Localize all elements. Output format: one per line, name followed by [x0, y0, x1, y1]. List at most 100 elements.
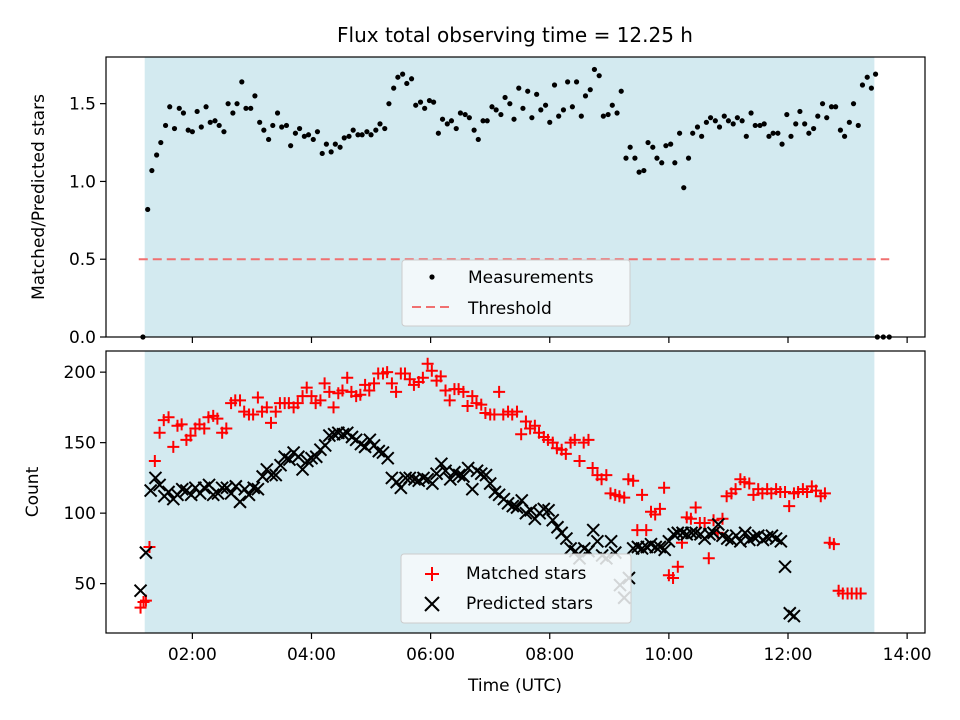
matched-star-point [314, 394, 327, 407]
y-tick-label: 0.0 [69, 328, 96, 348]
ratio-panel: 0.0 0.5 1.0 1.5 Matched/Predicted stars Mea… [29, 56, 926, 348]
measurement-points [140, 66, 892, 340]
matched-star-point [269, 405, 282, 418]
measurement-point [212, 118, 218, 124]
measurement-point [225, 101, 231, 107]
predicted-star-point [247, 481, 261, 495]
measurement-point [841, 133, 848, 139]
measurement-point [609, 102, 615, 108]
predicted-star-point [586, 523, 600, 537]
measurement-point [676, 130, 683, 136]
matched-star-point [461, 399, 474, 412]
predicted-star-point [541, 503, 556, 518]
predicted-star-point [233, 495, 247, 509]
matched-star-point [300, 381, 313, 394]
matched-star-point [528, 419, 541, 432]
measurement-point [864, 74, 870, 80]
matched-star-point [689, 501, 702, 514]
x-tick-label: 04:00 [287, 645, 336, 665]
measurement-point [739, 118, 745, 124]
y-tick-label: 50 [74, 575, 96, 595]
predicted-star-point [506, 499, 520, 513]
measurement-point [766, 133, 772, 139]
matched-star-point [234, 394, 247, 407]
predicted-star-point [774, 534, 788, 549]
predicted-star-point [461, 461, 475, 475]
predicted-star-point [363, 433, 377, 447]
predicted-star-point [381, 451, 395, 465]
matched-star-point [439, 384, 452, 397]
measurement-point [274, 110, 281, 116]
measurement-point [292, 130, 299, 136]
predicted-star-point [729, 529, 743, 543]
measurement-point [811, 125, 817, 132]
legend-top: Measurements Threshold [401, 259, 631, 327]
measurement-point [748, 110, 754, 116]
predicted-star-point [139, 545, 153, 560]
measurement-point [672, 160, 678, 166]
measurement-point [422, 105, 428, 111]
measurement-point [734, 115, 740, 121]
predicted-star-point [148, 471, 163, 485]
predicted-star-point [425, 476, 440, 491]
matched-star-point [743, 477, 756, 490]
predicted-star-point [309, 450, 323, 464]
matched-star-point [658, 481, 671, 494]
measurement-point [636, 169, 642, 175]
predicted-star-point [242, 488, 256, 502]
measurement-point [775, 130, 781, 136]
matched-star-point [618, 491, 631, 504]
measurement-point [167, 104, 173, 110]
measurement-point [194, 108, 200, 115]
y-tick-label: 150 [64, 434, 96, 454]
matched-star-point [305, 390, 318, 403]
measurement-point [560, 107, 567, 113]
matched-star-point [153, 426, 166, 439]
matched-star-point [702, 552, 715, 565]
measurement-point [489, 104, 495, 110]
legend-measurements-marker [429, 274, 435, 280]
predicted-star-point [295, 462, 310, 477]
measurement-point [239, 79, 245, 85]
legend-predicted-marker [424, 596, 440, 612]
predicted-star-point [635, 541, 649, 556]
predicted-star-point [711, 517, 726, 532]
measurement-point [757, 122, 763, 129]
matched-star-point [475, 398, 488, 411]
matched-star-point [184, 429, 197, 442]
measurement-point [645, 139, 651, 146]
matched-star-point [327, 401, 340, 414]
predicted-star-point [211, 486, 225, 501]
matched-star-point [729, 483, 742, 496]
matched-star-point [143, 540, 156, 553]
plot-frame-top [105, 56, 926, 338]
measurement-point [296, 125, 303, 132]
matched-star-point [510, 405, 523, 418]
predicted-star-point [537, 502, 551, 516]
predicted-star-point [269, 468, 283, 482]
measurement-point [712, 118, 718, 124]
predicted-star-point [738, 526, 752, 540]
measurement-point [400, 71, 406, 77]
measurement-point [752, 122, 758, 129]
matched-star-point [519, 415, 532, 428]
measurement-point [341, 135, 347, 141]
x-axis-ticks-top [191, 337, 908, 343]
measurement-point [185, 127, 191, 133]
measurement-point [819, 101, 826, 107]
measurement-point [703, 119, 710, 125]
x-tick-label: 12:00 [764, 645, 813, 665]
measurement-point [475, 136, 481, 143]
matched-star-point [698, 517, 711, 530]
matched-star-point [582, 433, 595, 446]
measurement-point [435, 130, 441, 136]
measurement-point [391, 85, 397, 91]
measurement-point [466, 115, 472, 121]
predicted-star-point [559, 531, 574, 546]
predicted-star-point [215, 481, 229, 495]
measurement-point [707, 115, 714, 121]
measurement-point [690, 130, 696, 136]
predicted-star-point [787, 609, 801, 623]
matched-stars-points [134, 357, 867, 614]
measurement-point [511, 116, 517, 122]
